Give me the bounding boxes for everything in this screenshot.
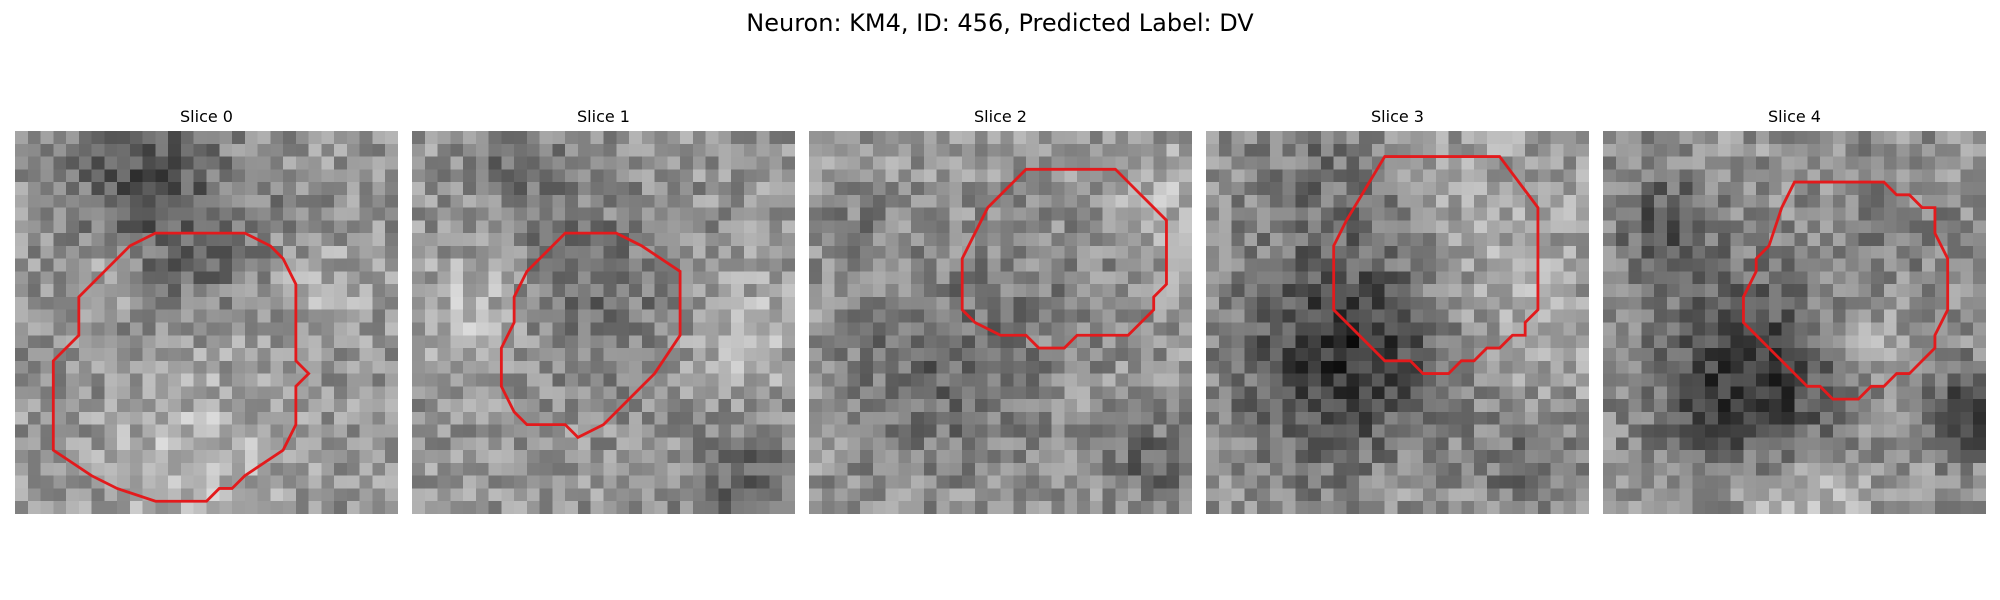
slice-image-3 bbox=[1206, 131, 1589, 514]
figure-title: Neuron: KM4, ID: 456, Predicted Label: D… bbox=[746, 9, 1254, 37]
roi-outline bbox=[499, 231, 682, 440]
slice-title-2: Slice 2 bbox=[974, 107, 1027, 126]
slice-panel-1: Slice 1 bbox=[412, 107, 795, 514]
pixel-grid bbox=[1206, 131, 1589, 514]
slice-panel-2: Slice 2 bbox=[809, 107, 1192, 514]
slice-panel-3: Slice 3 bbox=[1206, 107, 1589, 514]
pixel-grid bbox=[15, 131, 398, 514]
slice-title-3: Slice 3 bbox=[1371, 107, 1424, 126]
roi-outline bbox=[1742, 180, 1950, 401]
slice-image-2 bbox=[809, 131, 1192, 514]
slice-image-1 bbox=[412, 131, 795, 514]
roi-outline bbox=[960, 167, 1168, 350]
roi-outline bbox=[51, 231, 311, 503]
slice-title-0: Slice 0 bbox=[180, 107, 233, 126]
pixel-grid bbox=[809, 131, 1192, 514]
slice-image-4 bbox=[1603, 131, 1986, 514]
pixel-grid bbox=[412, 131, 795, 514]
slice-title-4: Slice 4 bbox=[1768, 107, 1821, 126]
roi-outline bbox=[1332, 155, 1540, 375]
slice-panel-4: Slice 4 bbox=[1603, 107, 1986, 514]
slice-panel-0: Slice 0 bbox=[15, 107, 398, 514]
slice-title-1: Slice 1 bbox=[577, 107, 630, 126]
slice-image-0 bbox=[15, 131, 398, 514]
pixel-grid bbox=[1603, 131, 1986, 514]
